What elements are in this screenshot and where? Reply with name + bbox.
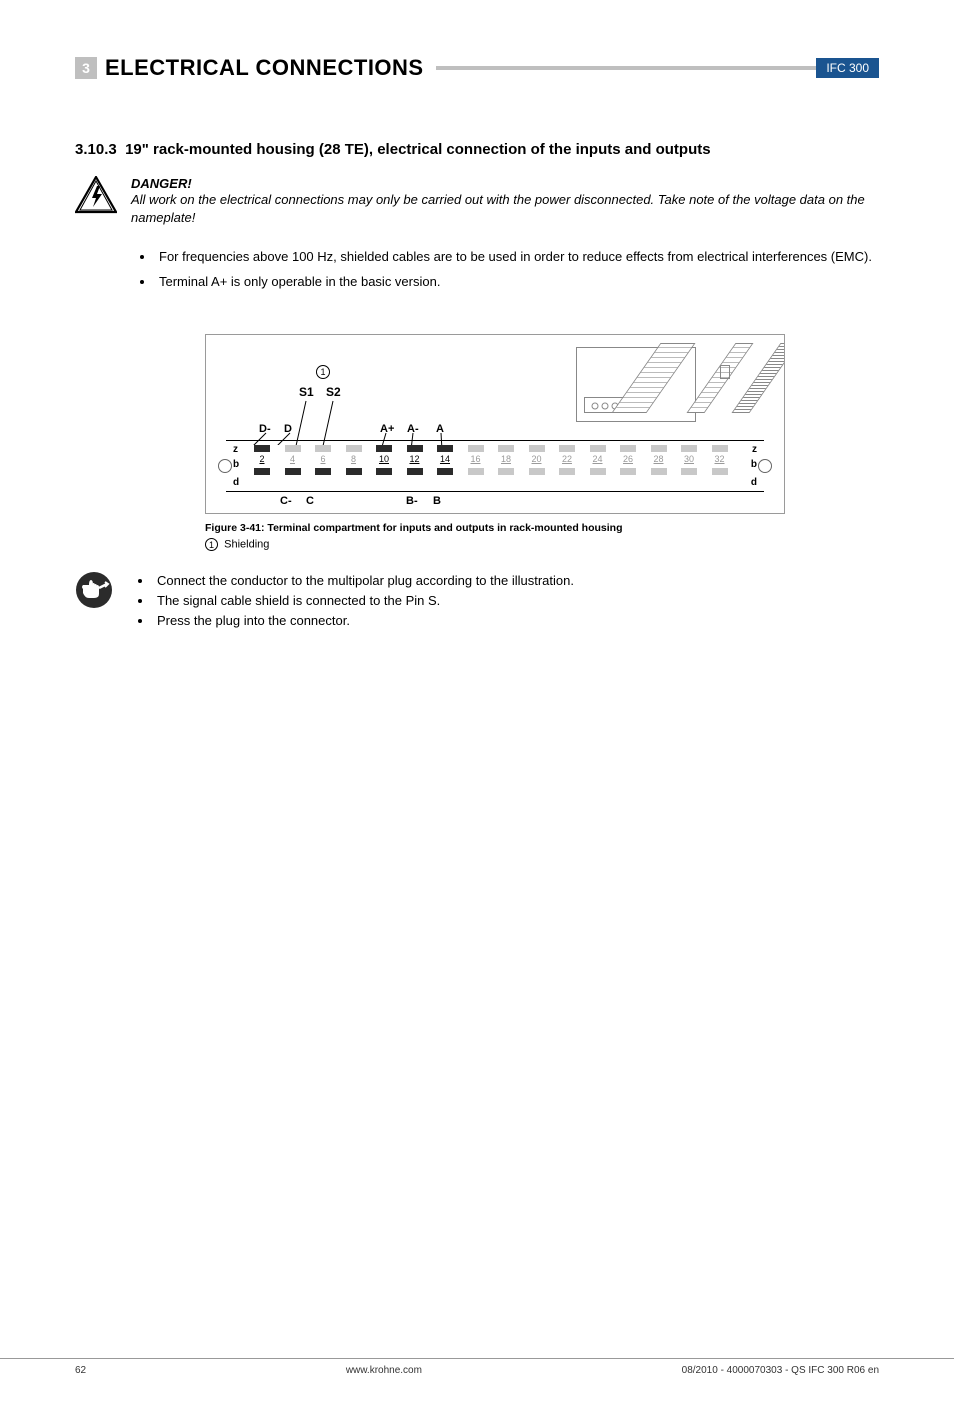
pin-column: 18 xyxy=(498,445,514,475)
section-number-box: 3 xyxy=(75,57,97,79)
footer-revision: 08/2010 - 4000070303 - QS IFC 300 R06 en xyxy=(682,1365,879,1376)
terminal-diagram: 1 S1 S2 D- D A+ A- A z xyxy=(205,334,785,514)
term-label: D- xyxy=(259,423,271,435)
pin-column: 2 xyxy=(254,445,270,475)
pin-column: 30 xyxy=(681,445,697,475)
pin-column: 24 xyxy=(590,445,606,475)
term-label: A- xyxy=(407,423,419,435)
pin-column: 20 xyxy=(529,445,545,475)
step-item: Connect the conductor to the multipolar … xyxy=(153,571,574,591)
footer-url: www.krohne.com xyxy=(346,1365,422,1376)
danger-icon xyxy=(75,176,117,227)
row-d-right: d xyxy=(751,477,757,488)
pin-column: 4 xyxy=(285,445,301,475)
legend-text: Shielding xyxy=(224,538,269,550)
term-label: A xyxy=(436,423,444,435)
term-label: C xyxy=(306,495,314,507)
step-item: The signal cable shield is connected to … xyxy=(153,591,574,611)
term-label: B xyxy=(433,495,441,507)
row-z-right: z xyxy=(752,444,757,455)
notes-list: For frequencies above 100 Hz, shielded c… xyxy=(155,247,879,291)
term-label: B- xyxy=(406,495,418,507)
subsection-title-text: 19" rack-mounted housing (28 TE), electr… xyxy=(125,141,711,158)
pin-column: 6 xyxy=(315,445,331,475)
pin-column: 14 xyxy=(437,445,453,475)
term-label: A+ xyxy=(380,423,394,435)
pin-column: 10 xyxy=(376,445,392,475)
hand-icon xyxy=(75,571,117,631)
note-item: For frequencies above 100 Hz, shielded c… xyxy=(155,247,879,267)
row-d-left: d xyxy=(233,477,239,488)
doc-code-badge: IFC 300 xyxy=(816,58,879,78)
row-z-left: z xyxy=(233,444,238,455)
note-item: Terminal A+ is only operable in the basi… xyxy=(155,272,879,292)
row-b-left: b xyxy=(233,459,239,470)
legend-marker: 1 xyxy=(205,538,218,551)
page-number: 62 xyxy=(75,1365,86,1376)
figure-caption: Figure 3-41: Terminal compartment for in… xyxy=(205,522,805,534)
page-footer: 62 www.krohne.com 08/2010 - 4000070303 -… xyxy=(0,1358,954,1376)
term-label: C- xyxy=(280,495,292,507)
terminal-strip: z b d z b d 2468101214161820222426283032 xyxy=(226,440,764,492)
step-item: Press the plug into the connector. xyxy=(153,611,574,631)
term-label: D xyxy=(284,423,292,435)
danger-text: All work on the electrical connections m… xyxy=(131,191,879,227)
header-rule xyxy=(436,66,817,70)
pin-column: 8 xyxy=(346,445,362,475)
pin-column: 12 xyxy=(407,445,423,475)
pin-column: 32 xyxy=(712,445,728,475)
pin-column: 22 xyxy=(559,445,575,475)
pin-column: 28 xyxy=(651,445,667,475)
page-title: ELECTRICAL CONNECTIONS xyxy=(105,55,424,81)
danger-label: DANGER! xyxy=(131,176,879,191)
pin-column: 26 xyxy=(620,445,636,475)
row-b-right: b xyxy=(751,459,757,470)
figure-legend: 1 Shielding xyxy=(205,538,805,551)
subsection-number: 3.10.3 xyxy=(75,141,117,158)
steps-list: Connect the conductor to the multipolar … xyxy=(153,571,574,631)
subsection-heading: 3.10.3 19" rack-mounted housing (28 TE),… xyxy=(75,141,879,158)
pin-column: 16 xyxy=(468,445,484,475)
